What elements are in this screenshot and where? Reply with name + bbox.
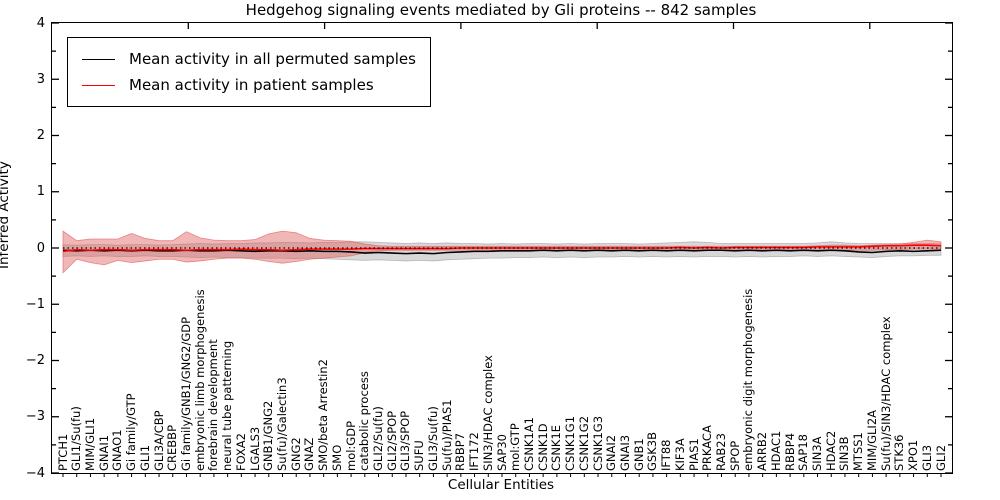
- x-tick-label: CREBBP: [165, 425, 180, 471]
- x-tick-label: GNB1: [631, 438, 646, 471]
- x-tick-label: IFT172: [467, 432, 482, 471]
- y-tick-label: −3: [25, 409, 45, 425]
- x-tick-label: IFT88: [659, 439, 674, 471]
- y-tick-label: −4: [25, 465, 45, 481]
- legend-item-patient: Mean activity in patient samples: [78, 72, 416, 98]
- x-tick-label: GNAI3: [617, 434, 632, 471]
- x-tick-label: Gi family/GNB1/GNG2/GDP: [178, 316, 193, 471]
- x-tick-label: GSK3B: [645, 432, 660, 471]
- x-tick-label: RBBP4: [782, 432, 797, 471]
- x-tick-label: CSNK1E: [549, 424, 564, 471]
- plot-area: 4 3 2 1 0 −1 −2 −3 −4 PTCH1 GLI1/Su(fu) MIM/GLI1 GN…: [26, 17, 953, 480]
- x-tick-label: GLI3: [919, 444, 934, 471]
- x-tick-label: embryonic digit morphogenesis: [741, 288, 756, 471]
- x-tick-label: RAB23: [714, 433, 728, 471]
- x-tick-label: GNB1/GNG2: [261, 400, 276, 471]
- x-tick-label: PRKACA: [700, 425, 715, 471]
- patient-line-sample-icon: [82, 84, 115, 86]
- y-axis-label: Inferred Activity: [0, 161, 12, 269]
- x-tick-label: GLI3A/CBP: [151, 410, 166, 471]
- x-tick-label: GNAO1: [110, 429, 125, 471]
- x-tick-label: embryonic limb morphogenesis: [192, 289, 207, 471]
- x-tick-label: GNG2: [288, 437, 303, 471]
- y-tick-label: 4: [36, 15, 45, 31]
- x-tick-label: catabolic process: [357, 371, 372, 471]
- x-tick-label: GLI3/SPOP: [398, 410, 413, 471]
- x-tick-label: GLI2/Su(fu): [371, 406, 386, 471]
- x-tick-label: GNAI2: [604, 434, 619, 471]
- x-tick-label: CSNK1G1: [563, 415, 578, 471]
- x-tick-label: STK36: [892, 434, 907, 472]
- y-tick-label: −2: [25, 353, 45, 368]
- x-tick-label: MIM/GLI2A: [864, 409, 879, 471]
- x-tick-label: CSNK1A1: [521, 417, 536, 471]
- x-tick-label: CSNK1G3: [590, 415, 605, 471]
- legend: Mean activity in all permuted samples Me…: [67, 37, 431, 107]
- legend-item-label: Mean activity in patient samples: [129, 76, 374, 94]
- x-tick-label: SMO/beta Arrestin2: [316, 359, 331, 471]
- x-tick-label: Su(fu)/Galectin3: [275, 377, 289, 471]
- x-tick-label: PTCH1: [55, 433, 70, 471]
- legend-item-label: Mean activity in all permuted samples: [129, 50, 416, 68]
- chart-title: Hedgehog signaling events mediated by Gl…: [245, 1, 757, 19]
- x-tick-label: GNAZ: [302, 437, 317, 471]
- y-tick-label: 0: [36, 240, 45, 256]
- x-tick-label: SUFU: [412, 440, 427, 471]
- x-tick-label: GLI2: [933, 444, 948, 471]
- x-tick-label: CSNK1D: [535, 423, 550, 471]
- x-tick-label: PIAS1: [686, 438, 701, 471]
- x-tick-label: SMO: [329, 444, 344, 471]
- x-tick-label: Su(fu)/PIAS1: [439, 399, 454, 471]
- x-tick-label: mol:GDP: [343, 420, 358, 471]
- x-tick-label: LGALS3: [247, 426, 262, 471]
- x-tick-label: SIN3A: [810, 436, 825, 471]
- plot-svg: [52, 22, 952, 477]
- x-tick-label: GLI3/Su(fu): [425, 406, 440, 471]
- x-tick-label: GLI1/Su(fu): [69, 406, 84, 471]
- x-tick-label: forebrain development: [206, 339, 221, 471]
- x-tick-label: SAP18: [796, 434, 811, 471]
- x-axis-label: Cellular Entities: [447, 477, 555, 493]
- y-tick-label: 3: [36, 71, 45, 87]
- x-tick-label: ARRB2: [755, 431, 770, 471]
- y-tick-label: 2: [36, 128, 45, 143]
- x-tick-label: GNAI1: [96, 434, 111, 471]
- x-tick-label: XPO1: [906, 439, 921, 471]
- x-tick-label: Gi family/GTP: [124, 393, 139, 471]
- permuted-line-sample-icon: [82, 58, 115, 60]
- x-tick-label: CSNK1G2: [576, 415, 591, 471]
- x-tick-label: HDAC2: [823, 430, 838, 471]
- x-tick-label: SIN3/HDAC complex: [480, 355, 495, 471]
- x-tick-label: SIN3B: [837, 436, 852, 472]
- x-tick-label: KIF3A: [672, 438, 687, 471]
- x-tick-label: mol:GTP: [508, 423, 523, 471]
- x-tick-label: MTSS1: [851, 432, 866, 471]
- x-tick-label: SPOP: [727, 440, 742, 471]
- y-tick-label: −1: [25, 296, 45, 312]
- x-tick-label: SAP30: [494, 434, 509, 471]
- x-tick-label: neural tube patterning: [220, 340, 235, 471]
- x-tick-label: GLI2/SPOP: [384, 410, 399, 471]
- x-tick-label: MIM/GLI1: [82, 417, 97, 471]
- legend-item-permuted: Mean activity in all permuted samples: [78, 46, 416, 72]
- x-tick-label: GLI1: [137, 444, 152, 471]
- x-tick-label: Su(fu)/SIN3/HDAC complex: [878, 316, 893, 471]
- x-tick-label: FOXA2: [233, 433, 248, 471]
- y-tick-label: 1: [36, 184, 45, 200]
- x-tick-label: RBBP7: [453, 432, 468, 471]
- x-tick-label: HDAC1: [768, 430, 783, 471]
